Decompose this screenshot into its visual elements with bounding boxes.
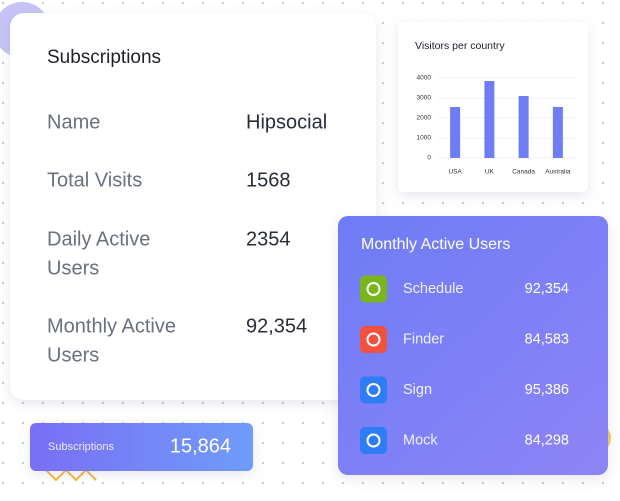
app-icon xyxy=(360,275,387,303)
x-tick-label: USA xyxy=(448,169,462,176)
y-tick-label: 0 xyxy=(427,155,431,162)
app-icon xyxy=(360,326,387,353)
y-tick-label: 3000 xyxy=(417,95,432,102)
app-icon-glyph xyxy=(366,383,381,397)
chart-title: Visitors per country xyxy=(415,40,505,52)
item-name: Finder xyxy=(403,331,444,347)
item-name: Schedule xyxy=(403,281,463,297)
bar xyxy=(552,107,563,158)
row-label: Name xyxy=(47,111,100,133)
bar xyxy=(518,96,529,158)
decor-zigzag xyxy=(45,468,97,482)
summary-value: 15,864 xyxy=(170,435,231,457)
y-tick-label: 2000 xyxy=(417,115,432,122)
card-bg xyxy=(10,13,376,400)
row-label: Total Visits xyxy=(47,169,142,191)
summary-card: Subscriptions 15,864 xyxy=(30,423,253,471)
y-tick-label: 1000 xyxy=(417,135,432,142)
card-title: Monthly Active Users xyxy=(361,236,510,253)
row-value: 92,354 xyxy=(246,315,307,337)
row-label: Users xyxy=(47,344,99,366)
card-title: Subscriptions xyxy=(47,47,161,68)
app-icon xyxy=(360,427,387,454)
item-name: Sign xyxy=(403,382,432,398)
item-value: 95,386 xyxy=(525,382,569,398)
row-value: 1568 xyxy=(246,169,291,191)
row-value: 2354 xyxy=(246,228,291,250)
bar xyxy=(450,107,461,158)
item-value: 84,298 xyxy=(525,432,569,448)
item-value: 92,354 xyxy=(525,281,569,297)
app-icon xyxy=(360,376,387,404)
app-icon-glyph xyxy=(366,433,381,448)
card-bg xyxy=(30,423,253,471)
app-icon-glyph xyxy=(366,282,381,296)
summary-label: Subscriptions xyxy=(48,441,115,453)
row-label: Users xyxy=(47,257,99,279)
item-name: Mock xyxy=(403,432,438,448)
row-label: Monthly Active xyxy=(47,315,176,337)
item-value: 84,583 xyxy=(525,331,569,347)
y-tick-label: 4000 xyxy=(417,75,432,82)
row-value: Hipsocial xyxy=(246,111,327,133)
x-tick-label: Australia xyxy=(545,169,571,176)
row-label: Daily Active xyxy=(47,228,150,250)
card-bg xyxy=(338,216,608,475)
app-icon-glyph xyxy=(366,332,381,347)
x-tick-label: Canada xyxy=(512,169,535,176)
subscriptions-card: Subscriptions Name Hipsocial Total Visits 1… xyxy=(10,13,376,400)
chart-card: Visitors per country 0 1000 2000 3000 4000 US… xyxy=(398,22,588,192)
x-tick-label: UK xyxy=(485,169,495,176)
bar xyxy=(484,81,495,158)
monthly-card: Monthly Active Users Schedule 92,354 Finde… xyxy=(338,216,608,475)
